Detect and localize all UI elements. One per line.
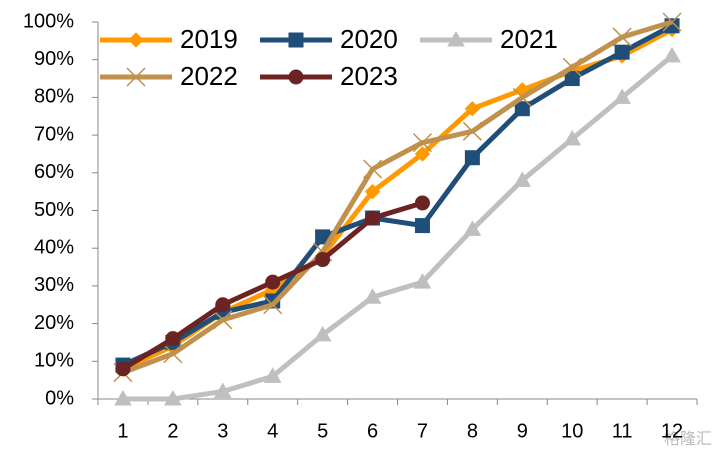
marker: [363, 159, 383, 179]
y-tick-label: 70%: [34, 123, 74, 145]
y-tick-label: 50%: [34, 199, 74, 221]
marker: [613, 88, 631, 104]
x-tick-label: 12: [661, 420, 683, 442]
legend-item: 2019: [100, 24, 238, 54]
legend-item: 2020: [260, 24, 398, 54]
marker: [288, 32, 304, 48]
marker: [315, 252, 331, 268]
marker: [263, 367, 282, 383]
marker: [464, 101, 481, 117]
x-tick-label: 4: [267, 420, 278, 442]
series: [115, 195, 430, 377]
y-tick-label: 100%: [23, 10, 74, 32]
marker: [165, 331, 181, 347]
legend-label: 2019: [180, 24, 238, 54]
legend-item: 2021: [420, 24, 558, 54]
series-line: [122, 54, 674, 402]
marker: [265, 274, 281, 290]
marker: [414, 218, 430, 234]
marker: [513, 171, 532, 187]
x-tick-label: 2: [167, 420, 178, 442]
y-tick-label: 40%: [34, 236, 74, 258]
marker: [512, 87, 532, 107]
y-tick-label: 20%: [34, 312, 74, 334]
x-tick-label: 1: [117, 420, 128, 442]
marker: [128, 32, 144, 48]
marker: [213, 310, 233, 330]
marker: [563, 129, 582, 146]
y-tick-label: 10%: [34, 350, 74, 372]
marker: [462, 121, 482, 141]
legend-label: 2020: [340, 24, 398, 54]
marker: [463, 220, 482, 236]
marker: [164, 389, 182, 406]
y-tick-label: 0%: [45, 387, 74, 409]
y-tick-label: 30%: [34, 274, 74, 296]
watermark: 格隆汇: [664, 430, 712, 448]
y-tick-label: 60%: [34, 161, 74, 183]
marker: [365, 210, 381, 226]
marker: [413, 273, 432, 289]
marker: [514, 101, 530, 117]
x-tick-label: 5: [317, 420, 328, 442]
marker: [564, 71, 580, 87]
marker: [414, 195, 430, 211]
series: [113, 12, 682, 383]
legend-item: 2022: [100, 61, 238, 91]
series: [114, 46, 681, 406]
marker: [313, 325, 332, 342]
marker: [562, 57, 582, 77]
marker: [447, 30, 465, 47]
marker: [464, 150, 480, 166]
marker: [263, 295, 283, 315]
series-line: [122, 19, 673, 375]
marker: [126, 67, 146, 87]
marker: [215, 297, 231, 313]
y-tick-label: 90%: [34, 48, 74, 70]
y-tick-label: 80%: [34, 86, 74, 108]
marker: [412, 133, 432, 153]
x-tick-label: 9: [517, 420, 528, 442]
marker: [163, 344, 183, 364]
marker: [662, 12, 682, 32]
marker: [288, 69, 304, 85]
x-tick-label: 7: [417, 420, 428, 442]
marker: [614, 44, 630, 60]
legend-label: 2023: [340, 61, 398, 91]
marker: [414, 146, 431, 162]
legend-label: 2021: [500, 24, 558, 54]
series-line: [121, 23, 674, 368]
marker: [363, 288, 382, 304]
legend-item: 2023: [260, 61, 398, 91]
marker: [663, 46, 681, 63]
marker: [213, 382, 232, 398]
x-tick-label: 6: [367, 420, 378, 442]
marker: [364, 183, 381, 200]
x-tick-label: 8: [467, 420, 478, 442]
marker: [115, 361, 131, 377]
x-tick-label: 11: [612, 420, 633, 442]
marker: [114, 389, 132, 406]
legend-label: 2022: [180, 61, 238, 91]
marker: [612, 27, 632, 47]
x-tick-label: 3: [217, 420, 228, 442]
x-tick-label: 10: [561, 420, 583, 442]
